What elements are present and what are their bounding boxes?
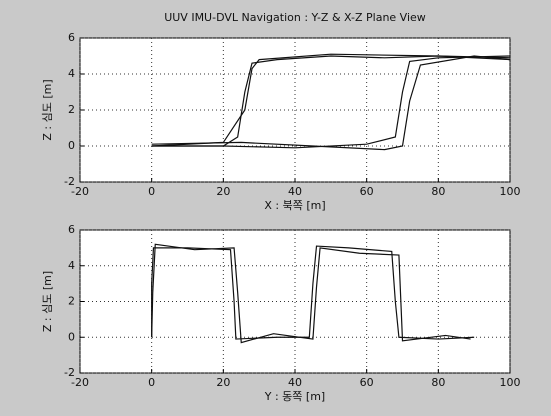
x-tick-label: 100 bbox=[500, 376, 521, 389]
x-tick-label: 20 bbox=[216, 376, 230, 389]
y-tick-label: 6 bbox=[68, 31, 75, 44]
x-tick-label: -20 bbox=[71, 376, 89, 389]
x-tick-label: 60 bbox=[360, 185, 374, 198]
chart-title: UUV IMU-DVL Navigation : Y-Z & X-Z Plane… bbox=[164, 11, 426, 24]
y-tick-label: 4 bbox=[68, 259, 75, 272]
y-tick-label: 2 bbox=[68, 103, 75, 116]
x-tick-label: 80 bbox=[431, 376, 445, 389]
y-axis-label: Z : 심도 [m] bbox=[41, 79, 54, 140]
y-tick-label: -2 bbox=[64, 366, 75, 379]
x-tick-label: 80 bbox=[431, 185, 445, 198]
data-line bbox=[151, 53, 511, 147]
y-tick-label: 2 bbox=[68, 295, 75, 308]
x-axis-label: X : 북쪽 [m] bbox=[264, 199, 325, 212]
x-tick-label: 40 bbox=[288, 376, 302, 389]
x-tick-label: 0 bbox=[148, 185, 155, 198]
data-line bbox=[151, 55, 511, 149]
data-line bbox=[151, 245, 475, 340]
x-tick-label: 60 bbox=[360, 376, 374, 389]
x-tick-label: 40 bbox=[288, 185, 302, 198]
data-line bbox=[151, 243, 471, 344]
y-tick-label: 4 bbox=[68, 67, 75, 80]
x-tick-label: 20 bbox=[216, 185, 230, 198]
y-tick-label: 0 bbox=[68, 139, 75, 152]
data-line bbox=[151, 55, 511, 151]
x-axis-label: Y : 동쪽 [m] bbox=[264, 390, 325, 403]
x-tick-label: 0 bbox=[148, 376, 155, 389]
x-tick-label: 100 bbox=[500, 185, 521, 198]
y-tick-label: -2 bbox=[64, 175, 75, 188]
y-tick-label: 6 bbox=[68, 223, 75, 236]
y-axis-label: Z : 심도 [m] bbox=[41, 271, 54, 332]
x-tick-label: -20 bbox=[71, 185, 89, 198]
y-tick-label: 0 bbox=[68, 330, 75, 343]
